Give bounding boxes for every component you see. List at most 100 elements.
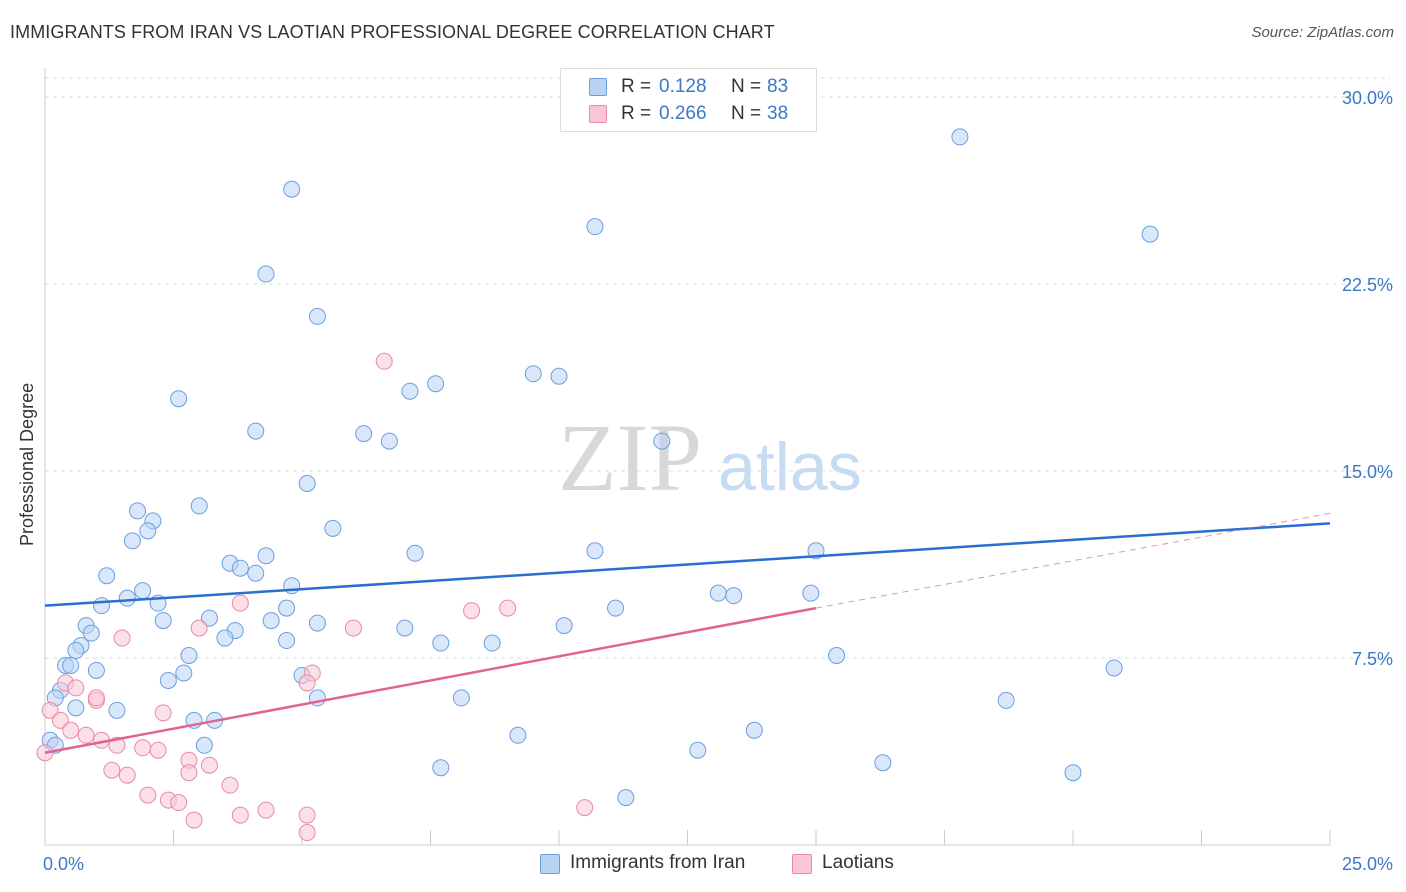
iran-point	[483, 634, 501, 652]
laotians-point	[298, 674, 316, 692]
iran-trend-line	[44, 522, 1331, 607]
iran-point	[190, 497, 208, 515]
iran-point	[87, 661, 105, 679]
iran-point	[308, 307, 326, 325]
bottom-legend-label-laotians: Laotians	[822, 852, 894, 873]
iran-point	[324, 519, 342, 537]
iran-point	[93, 597, 111, 615]
iran-point	[1064, 764, 1082, 782]
laotians-point	[51, 711, 69, 729]
laotians-point	[257, 801, 275, 819]
trend-lines	[44, 512, 1331, 754]
chart-title: IMMIGRANTS FROM IRAN VS LAOTIAN PROFESSI…	[10, 22, 775, 42]
iran-point	[509, 726, 527, 744]
bottom-legend-swatch-iran	[540, 854, 560, 874]
y-tick-label: 22.5%	[1342, 275, 1393, 295]
iran-point	[195, 736, 213, 754]
iran-point	[550, 367, 568, 385]
iran-point	[82, 624, 100, 642]
iran-point	[586, 542, 604, 560]
iran-point	[802, 584, 820, 602]
laotians-point	[154, 704, 172, 722]
laotians-point	[231, 594, 249, 612]
iran-point	[617, 789, 635, 807]
watermark-atlas: atlas	[718, 429, 862, 505]
iran-point	[524, 365, 542, 383]
x-tick-label: 0.0%	[43, 854, 84, 874]
laotians-point	[62, 721, 80, 739]
iran-point	[123, 532, 141, 550]
iran-point	[951, 128, 969, 146]
laotians-point	[103, 761, 121, 779]
laotians-point	[221, 776, 239, 794]
iran-point	[1105, 659, 1123, 677]
iran-point	[607, 599, 625, 617]
laotians-point	[190, 619, 208, 637]
laotians-trend-extension	[815, 512, 1331, 609]
iran-point	[118, 589, 136, 607]
x-tick-label: 25.0%	[1342, 854, 1393, 874]
series-laotians-points	[36, 352, 594, 842]
iran-point	[247, 422, 265, 440]
laotians-point	[77, 726, 95, 744]
laotians-point	[118, 766, 136, 784]
iran-point	[653, 432, 671, 450]
laotians-point	[375, 352, 393, 370]
watermark: ZIP atlas	[558, 404, 862, 511]
laotians-point	[180, 764, 198, 782]
laotians-point	[298, 806, 316, 824]
iran-point	[262, 612, 280, 630]
legend-swatch-laotians	[589, 105, 607, 123]
iran-point	[216, 629, 234, 647]
iran-point	[129, 502, 147, 520]
iran-point	[108, 701, 126, 719]
iran-point	[709, 584, 727, 602]
bottom-legend-label-iran: Immigrants from Iran	[570, 852, 746, 873]
y-axis-title: Professional Degree	[17, 382, 37, 546]
iran-point	[432, 634, 450, 652]
iran-point	[689, 741, 707, 759]
legend-n-label: N =	[731, 103, 762, 124]
iran-point	[180, 647, 198, 665]
laotians-point	[231, 806, 249, 824]
legend-n-value: 38	[767, 103, 789, 124]
laotians-point	[200, 756, 218, 774]
legend-r-value: 0.266	[659, 103, 707, 124]
iran-point	[452, 689, 470, 707]
iran-point	[200, 609, 218, 627]
laotians-point	[576, 799, 594, 817]
iran-point	[828, 647, 846, 665]
iran-point	[401, 382, 419, 400]
iran-point	[427, 375, 445, 393]
laotians-point	[463, 602, 481, 620]
iran-point	[432, 759, 450, 777]
legend-r-label: R =	[621, 103, 652, 124]
iran-point	[175, 664, 193, 682]
iran-point	[396, 619, 414, 637]
laotians-point	[87, 689, 105, 707]
laotians-point	[170, 794, 188, 812]
iran-point	[406, 544, 424, 562]
iran-point	[257, 265, 275, 283]
iran-point	[231, 559, 249, 577]
legend-n-label: N =	[731, 76, 762, 97]
legend-r-value: 0.128	[659, 76, 707, 97]
laotians-point	[113, 629, 131, 647]
iran-point	[98, 567, 116, 585]
watermark-zip: ZIP	[558, 404, 702, 511]
legend-r-label: R =	[621, 76, 652, 97]
iran-point	[283, 180, 301, 198]
correlation-legend: R = 0.128 N = 83 R = 0.266 N = 38	[560, 68, 817, 132]
iran-point	[586, 218, 604, 236]
y-tick-label: 15.0%	[1342, 462, 1393, 482]
iran-point	[159, 671, 177, 689]
iran-point	[278, 599, 296, 617]
laotians-point	[149, 741, 167, 759]
iran-point	[308, 614, 326, 632]
iran-point	[154, 612, 172, 630]
iran-point	[745, 721, 763, 739]
iran-point	[139, 522, 157, 540]
y-tick-label: 30.0%	[1342, 88, 1393, 108]
y-tick-label: 7.5%	[1352, 649, 1393, 669]
